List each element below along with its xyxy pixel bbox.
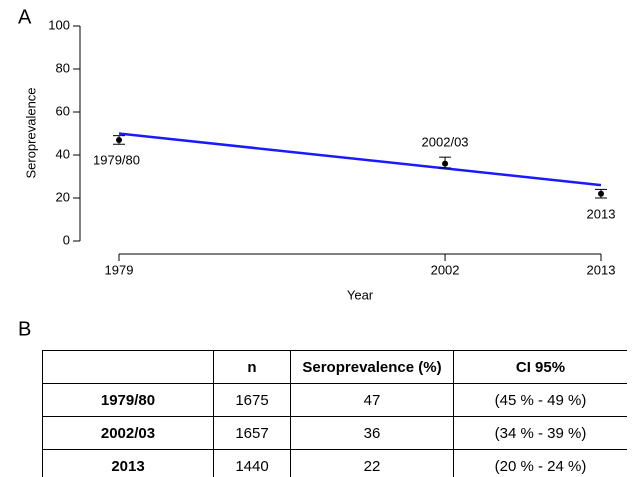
point [116,136,122,143]
point-label: 1979/80 [93,153,140,168]
table-cell: (20 % - 24 %) [453,449,627,477]
table-cell: 1675 [213,383,291,417]
table-row: 2013 1440 22 (20 % - 24 %) [42,449,627,477]
header-row: n Seroprevalence (%) CI 95% [42,350,627,384]
table-cell: 1440 [213,449,291,477]
table-cell: (34 % - 39 %) [453,416,627,450]
header-cell: Seroprevalence (%) [290,350,454,384]
x-tick-label: 1979 [105,262,134,277]
table-cell: (45 % - 49 %) [453,383,627,417]
header-cell: n [213,350,291,384]
y-tick-label: 60 [56,103,70,118]
table-cell: 47 [290,383,454,417]
y-tick-label: 20 [56,189,70,204]
row-header: 2002/03 [42,416,214,450]
panel-label: A [18,6,32,28]
y-tick-label: 0 [63,232,70,247]
row-header: 1979/80 [42,383,214,417]
table-row: 1979/80 1675 47 (45 % - 49 %) [42,383,627,417]
table: n Seroprevalence (%) CI 95% 1979/80 1675 4… [42,350,627,477]
chart: A B Seroprevalence Year 0 20 40 60 80 100 1979… [18,6,616,340]
point [598,190,604,197]
table-cell: 36 [290,416,454,450]
y-tick-label: 80 [56,60,70,75]
table-row: 2002/03 1657 36 (34 % - 39 %) [42,416,627,450]
x-tick-label: 2002 [431,262,460,277]
y-tick-label: 40 [56,146,70,161]
x-axis-label: Year [347,287,374,302]
panel-label: B [18,318,31,340]
trend-line [118,132,602,187]
x-tick-label: 2013 [587,262,616,277]
table-wrap: n Seroprevalence (%) CI 95% 1979/80 1675 4… [42,350,627,477]
point-label: 2002/03 [422,135,469,150]
row-header: 2013 [42,449,214,477]
table-cell: 1657 [213,416,291,450]
header-cell [42,350,214,384]
table-cell: 22 [290,449,454,477]
y-axis-label: Seroprevalence [23,87,38,178]
header-cell: CI 95% [453,350,627,384]
point-label: 2013 [587,206,616,221]
y-tick-label: 100 [48,17,70,32]
point [442,160,449,167]
